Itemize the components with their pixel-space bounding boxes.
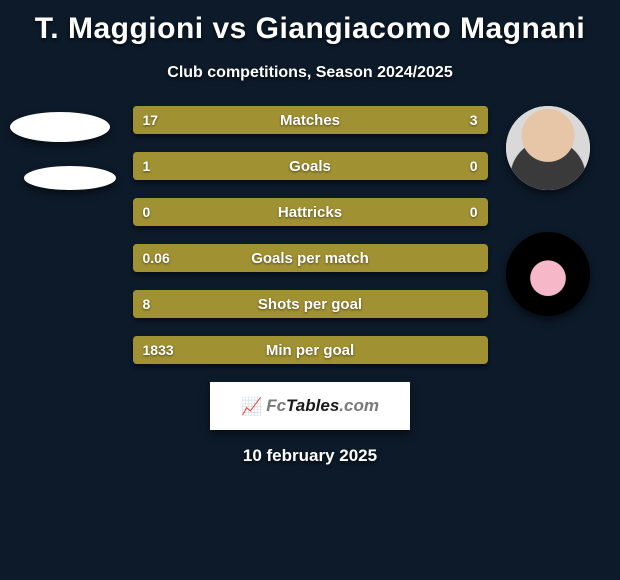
stat-row: 0.06Goals per match bbox=[133, 244, 488, 272]
stat-label: Hattricks bbox=[133, 198, 488, 226]
stat-row: 0 0Hattricks bbox=[133, 198, 488, 226]
stat-label: Goals per match bbox=[133, 244, 488, 272]
stat-row: 1833Min per goal bbox=[133, 336, 488, 364]
stat-label: Shots per goal bbox=[133, 290, 488, 318]
watermark-text: 📈FcTables.com bbox=[241, 396, 379, 416]
chart-icon: 📈 bbox=[241, 397, 262, 417]
value-right: 0 bbox=[470, 198, 478, 226]
subtitle: Club competitions, Season 2024/2025 bbox=[0, 64, 620, 82]
stat-bars: 173Matches10Goals00Hattricks0.06Goals pe… bbox=[133, 106, 488, 364]
bar-segment-left bbox=[133, 152, 147, 180]
face-icon bbox=[506, 106, 590, 190]
stat-row: 8Shots per goal bbox=[133, 290, 488, 318]
stat-label: Goals bbox=[133, 152, 488, 180]
club-right-logo bbox=[506, 232, 590, 316]
club-crest-icon bbox=[506, 232, 590, 316]
bar-segment-left bbox=[133, 106, 399, 134]
watermark-part-c: .com bbox=[339, 396, 379, 415]
bar-segment-left bbox=[133, 336, 154, 364]
bar-segment-right bbox=[399, 106, 488, 134]
stat-row: 10Goals bbox=[133, 152, 488, 180]
comparison-area: 173Matches10Goals00Hattricks0.06Goals pe… bbox=[0, 106, 620, 364]
watermark-part-a: Fc bbox=[266, 396, 286, 415]
player-left-avatar-placeholder bbox=[10, 112, 110, 142]
club-left-logo-placeholder bbox=[24, 166, 116, 190]
value-left: 0 bbox=[143, 198, 151, 226]
bar-segment-left bbox=[133, 290, 147, 318]
bar-segment-left bbox=[133, 244, 147, 272]
value-right: 0 bbox=[470, 152, 478, 180]
watermark-part-b: Tables bbox=[286, 396, 339, 415]
watermark: 📈FcTables.com bbox=[210, 382, 410, 430]
stat-label: Min per goal bbox=[133, 336, 488, 364]
page-title: T. Maggioni vs Giangiacomo Magnani bbox=[0, 0, 620, 46]
stat-row: 173Matches bbox=[133, 106, 488, 134]
date-text: 10 february 2025 bbox=[0, 446, 620, 466]
player-right-avatar bbox=[506, 106, 590, 190]
